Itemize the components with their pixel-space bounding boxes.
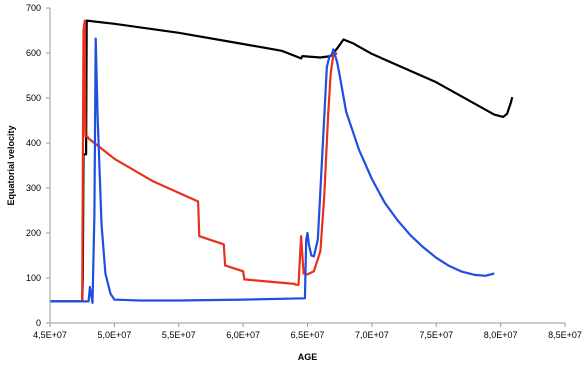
series-line-1: [50, 19, 514, 303]
y-tick-label: 0: [36, 318, 41, 328]
y-tick-label: 700: [26, 3, 41, 13]
y-tick-label: 300: [26, 183, 41, 193]
x-tick-label: 6,5E+07: [291, 330, 325, 340]
y-tick-label: 400: [26, 138, 41, 148]
y-tick-label: 600: [26, 48, 41, 58]
x-tick-label: 7,5E+07: [419, 330, 453, 340]
x-axis-ticks: 4,5E+07 5,0E+07 5,5E+07 6,0E+07 6,5E+07 7,0E+…: [33, 323, 582, 340]
series-line-2: [50, 19, 338, 303]
x-tick-label: 5,0E+07: [97, 330, 131, 340]
y-tick-label: 500: [26, 93, 41, 103]
x-tick-label: 8,0E+07: [484, 330, 518, 340]
x-tick-label: 8,5E+07: [548, 330, 582, 340]
x-tick-label: 4,5E+07: [33, 330, 67, 340]
x-tick-label: 6,0E+07: [226, 330, 260, 340]
x-tick-label: 5,5E+07: [162, 330, 196, 340]
y-axis-ticks: 0 100 200 300 400 500 600 700: [26, 3, 50, 328]
y-tick-label: 200: [26, 228, 41, 238]
y-axis-title: Equatorial velocity: [6, 125, 16, 205]
series-layer: [50, 19, 514, 304]
x-axis-title: AGE: [298, 352, 318, 362]
y-tick-label: 100: [26, 273, 41, 283]
x-tick-label: 7,0E+07: [355, 330, 389, 340]
series-line-3: [50, 37, 495, 304]
